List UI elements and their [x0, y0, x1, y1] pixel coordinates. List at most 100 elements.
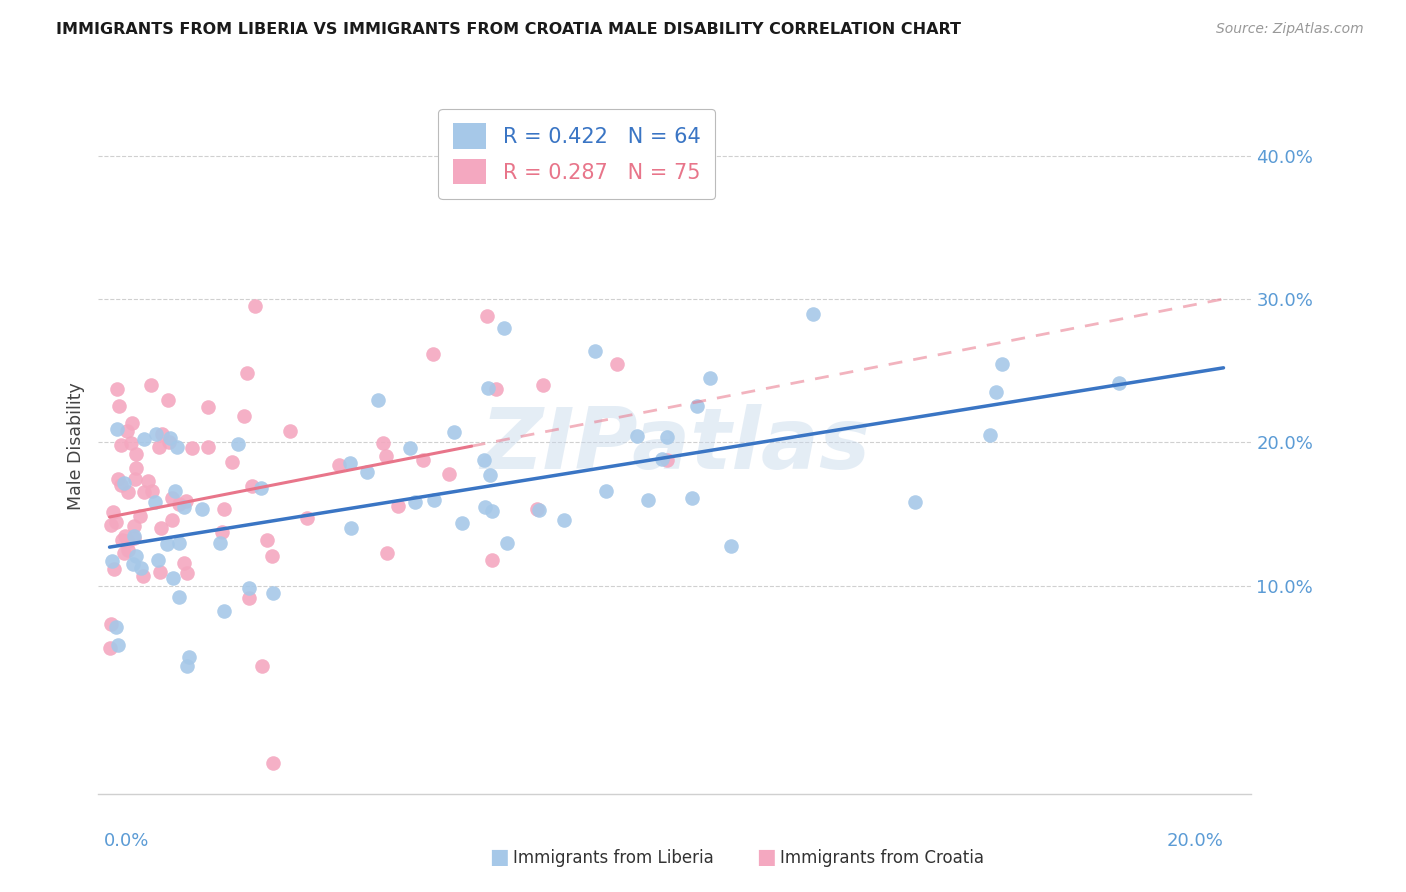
- Point: [167, 591, 190, 605]
- Point: [228, 437, 250, 451]
- Point: [492, 321, 515, 335]
- Point: [451, 516, 474, 530]
- Point: [105, 382, 128, 396]
- Point: [105, 620, 128, 634]
- Point: [984, 384, 1007, 399]
- Point: [526, 502, 548, 516]
- Point: [250, 659, 273, 673]
- Point: [979, 428, 1001, 442]
- Point: [651, 452, 673, 467]
- Point: [121, 416, 143, 430]
- Point: [371, 436, 394, 450]
- Point: [143, 495, 166, 509]
- Point: [238, 591, 260, 605]
- Point: [100, 517, 122, 532]
- Point: [100, 617, 122, 632]
- Point: [166, 440, 188, 454]
- Point: [553, 513, 575, 527]
- Point: [110, 477, 132, 491]
- Point: [238, 582, 260, 596]
- Point: [141, 484, 163, 499]
- Point: [128, 509, 150, 524]
- Point: [114, 529, 136, 543]
- Point: [481, 553, 503, 567]
- Point: [105, 422, 128, 436]
- Point: [197, 400, 219, 414]
- Point: [801, 307, 824, 321]
- Point: [132, 484, 155, 499]
- Point: [169, 535, 191, 549]
- Point: [120, 436, 142, 450]
- Point: [479, 468, 502, 483]
- Point: [104, 516, 127, 530]
- Point: [423, 493, 446, 508]
- Point: [146, 553, 169, 567]
- Text: Source: ZipAtlas.com: Source: ZipAtlas.com: [1216, 22, 1364, 37]
- Point: [655, 453, 678, 467]
- Point: [122, 529, 145, 543]
- Point: [256, 533, 278, 548]
- Point: [233, 409, 256, 423]
- Point: [167, 497, 190, 511]
- Point: [681, 491, 703, 505]
- Point: [162, 571, 184, 585]
- Point: [437, 467, 460, 481]
- Point: [148, 441, 170, 455]
- Point: [472, 453, 495, 467]
- Point: [250, 481, 273, 495]
- Text: ■: ■: [756, 847, 776, 867]
- Point: [156, 537, 179, 551]
- Point: [125, 447, 148, 461]
- Point: [124, 472, 146, 486]
- Point: [475, 309, 498, 323]
- Point: [595, 483, 617, 498]
- Point: [626, 429, 648, 443]
- Point: [399, 441, 422, 455]
- Point: [221, 455, 243, 469]
- Point: [339, 521, 361, 535]
- Point: [179, 649, 201, 664]
- Point: [720, 540, 742, 554]
- Point: [112, 476, 135, 491]
- Point: [174, 493, 197, 508]
- Point: [367, 393, 389, 408]
- Point: [474, 500, 496, 514]
- Point: [904, 495, 927, 509]
- Point: [150, 521, 173, 535]
- Point: [637, 492, 659, 507]
- Point: [328, 458, 350, 472]
- Point: [159, 431, 181, 445]
- Text: ZIPatlas: ZIPatlas: [479, 404, 870, 488]
- Point: [262, 549, 284, 563]
- Point: [235, 366, 257, 380]
- Point: [477, 381, 499, 395]
- Point: [149, 565, 172, 579]
- Point: [657, 430, 679, 444]
- Point: [160, 491, 183, 505]
- Point: [138, 475, 160, 489]
- Point: [991, 358, 1014, 372]
- Point: [121, 557, 143, 571]
- Point: [240, 479, 263, 493]
- Point: [117, 543, 139, 558]
- Point: [212, 604, 235, 618]
- Point: [139, 378, 162, 392]
- Point: [163, 483, 186, 498]
- Point: [110, 438, 132, 452]
- Point: [132, 569, 155, 583]
- Point: [1108, 376, 1130, 391]
- Point: [111, 533, 134, 548]
- Point: [243, 299, 266, 313]
- Point: [129, 561, 152, 575]
- Point: [108, 399, 131, 413]
- Point: [531, 378, 554, 392]
- Text: IMMIGRANTS FROM LIBERIA VS IMMIGRANTS FROM CROATIA MALE DISABILITY CORRELATION C: IMMIGRANTS FROM LIBERIA VS IMMIGRANTS FR…: [56, 22, 962, 37]
- Point: [101, 505, 124, 519]
- Point: [339, 456, 361, 470]
- Point: [699, 370, 721, 384]
- Point: [422, 347, 444, 361]
- Point: [495, 535, 517, 549]
- Legend: R = 0.422   N = 64, R = 0.287   N = 75: R = 0.422 N = 64, R = 0.287 N = 75: [439, 109, 716, 199]
- Point: [122, 531, 145, 545]
- Text: Immigrants from Liberia: Immigrants from Liberia: [513, 849, 714, 867]
